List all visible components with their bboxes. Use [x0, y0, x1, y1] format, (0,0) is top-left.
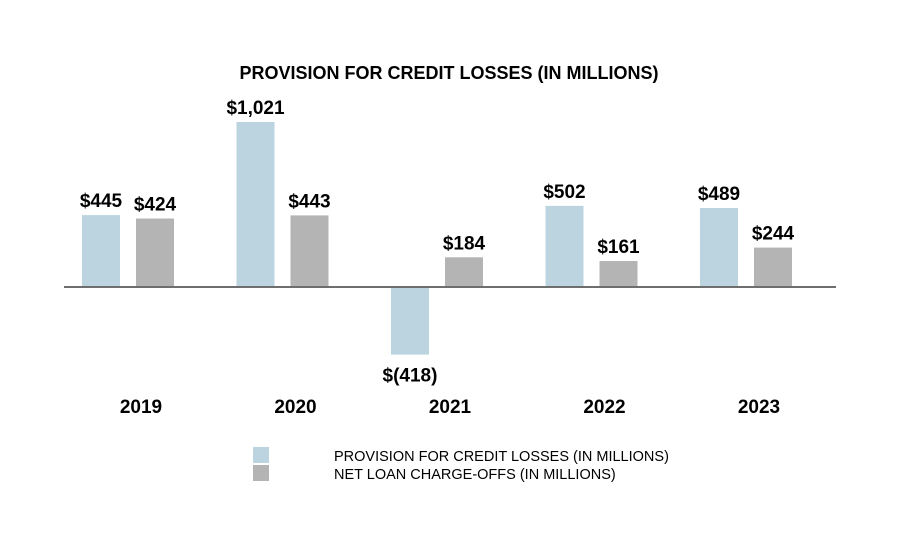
bar-provision-2022: [545, 205, 584, 287]
bar-charge-offs-2021: [445, 257, 483, 287]
legend-swatch-provision: [253, 447, 269, 463]
value-label-charge-offs-2023: $244: [752, 224, 795, 245]
category-labels-layer: 2019 2020 2021 2022 2023: [120, 397, 780, 418]
value-label-provision-2022: $502: [543, 182, 585, 203]
value-label-provision-2019: $445: [80, 191, 123, 212]
legend: PROVISION FOR CREDIT LOSSES (IN MILLIONS…: [253, 447, 669, 483]
bar-charge-offs-2022: [599, 261, 638, 287]
bar-charge-offs-2019: [136, 218, 174, 287]
legend-label-provision: PROVISION FOR CREDIT LOSSES (IN MILLIONS…: [334, 449, 669, 465]
legend-label-charge-offs: NET LOAN CHARGE-OFFS (IN MILLIONS): [334, 467, 616, 483]
value-label-provision-2021: $(418): [383, 366, 438, 387]
value-label-provision-2020: $1,021: [226, 98, 285, 119]
bar-charge-offs-2020: [290, 215, 329, 287]
bar-provision-2023: [700, 208, 738, 287]
value-labels-layer: $445 $424 $1,021 $443 $(418) $184 $502 $161 $489…: [80, 98, 795, 387]
bar-charge-offs-2023: [754, 247, 792, 287]
value-label-charge-offs-2020: $443: [288, 191, 330, 212]
value-label-charge-offs-2022: $161: [597, 237, 640, 258]
bar-provision-2020: [236, 122, 275, 287]
category-label-2021: 2021: [429, 397, 472, 418]
bar-provision-2019: [82, 215, 120, 287]
category-label-2022: 2022: [583, 397, 625, 418]
value-label-provision-2023: $489: [698, 184, 740, 205]
category-label-2019: 2019: [120, 397, 162, 418]
bar-provision-2021: [391, 287, 429, 355]
bars-layer: [82, 122, 792, 355]
chart-title: PROVISION FOR CREDIT LOSSES (IN MILLIONS…: [239, 63, 658, 83]
category-label-2020: 2020: [274, 397, 316, 418]
value-label-charge-offs-2019: $424: [134, 195, 177, 216]
category-label-2023: 2023: [738, 397, 780, 418]
value-label-charge-offs-2021: $184: [443, 233, 486, 254]
legend-swatch-charge-offs: [253, 465, 269, 481]
